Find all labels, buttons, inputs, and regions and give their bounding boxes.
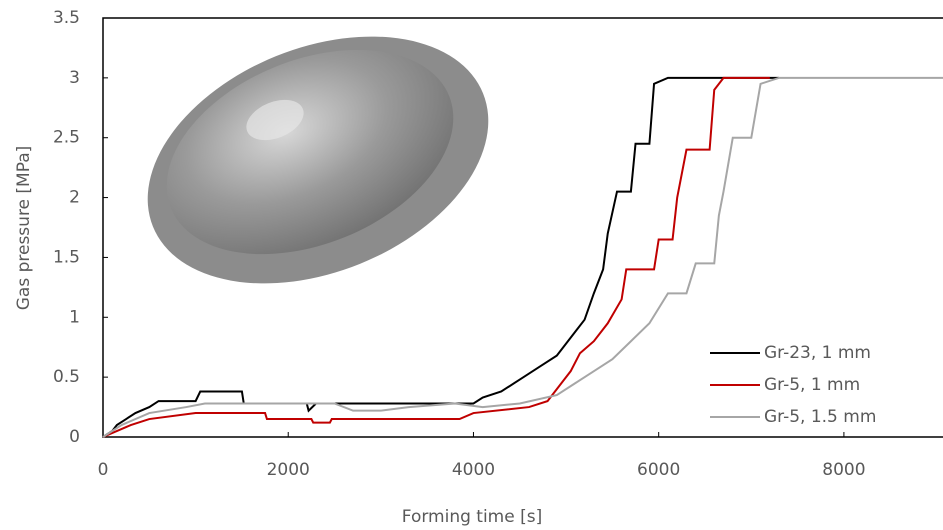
legend-label: Gr-5, 1.5 mm [764, 407, 876, 427]
y-tick-label: 1.5 [53, 247, 80, 267]
dome-image [111, 0, 525, 331]
x-tick-label: 8000 [822, 460, 865, 480]
y-tick-label: 2.5 [53, 128, 80, 148]
x-tick-label: 0 [98, 460, 109, 480]
y-tick-label: 2 [69, 188, 80, 208]
y-tick-label: 3 [69, 68, 80, 88]
y-axis-label: Gas pressure [MPa] [14, 146, 34, 311]
y-tick-label: 0.5 [53, 367, 80, 387]
x-axis-label: Forming time [s] [402, 507, 542, 527]
x-tick-label: 2000 [267, 460, 310, 480]
y-tick-label: 0 [69, 427, 80, 447]
x-tick-label: 4000 [452, 460, 495, 480]
legend-label: Gr-23, 1 mm [764, 343, 871, 363]
y-tick-label: 3.5 [53, 8, 80, 28]
page: Forming time [s] Gas pressure [MPa] 0 0.5… [0, 0, 943, 530]
x-tick-label: 6000 [637, 460, 680, 480]
legend-label: Gr-5, 1 mm [764, 375, 860, 395]
chart: Forming time [s] Gas pressure [MPa] 0 0.5… [0, 0, 943, 530]
y-tick-label: 1 [69, 307, 80, 327]
